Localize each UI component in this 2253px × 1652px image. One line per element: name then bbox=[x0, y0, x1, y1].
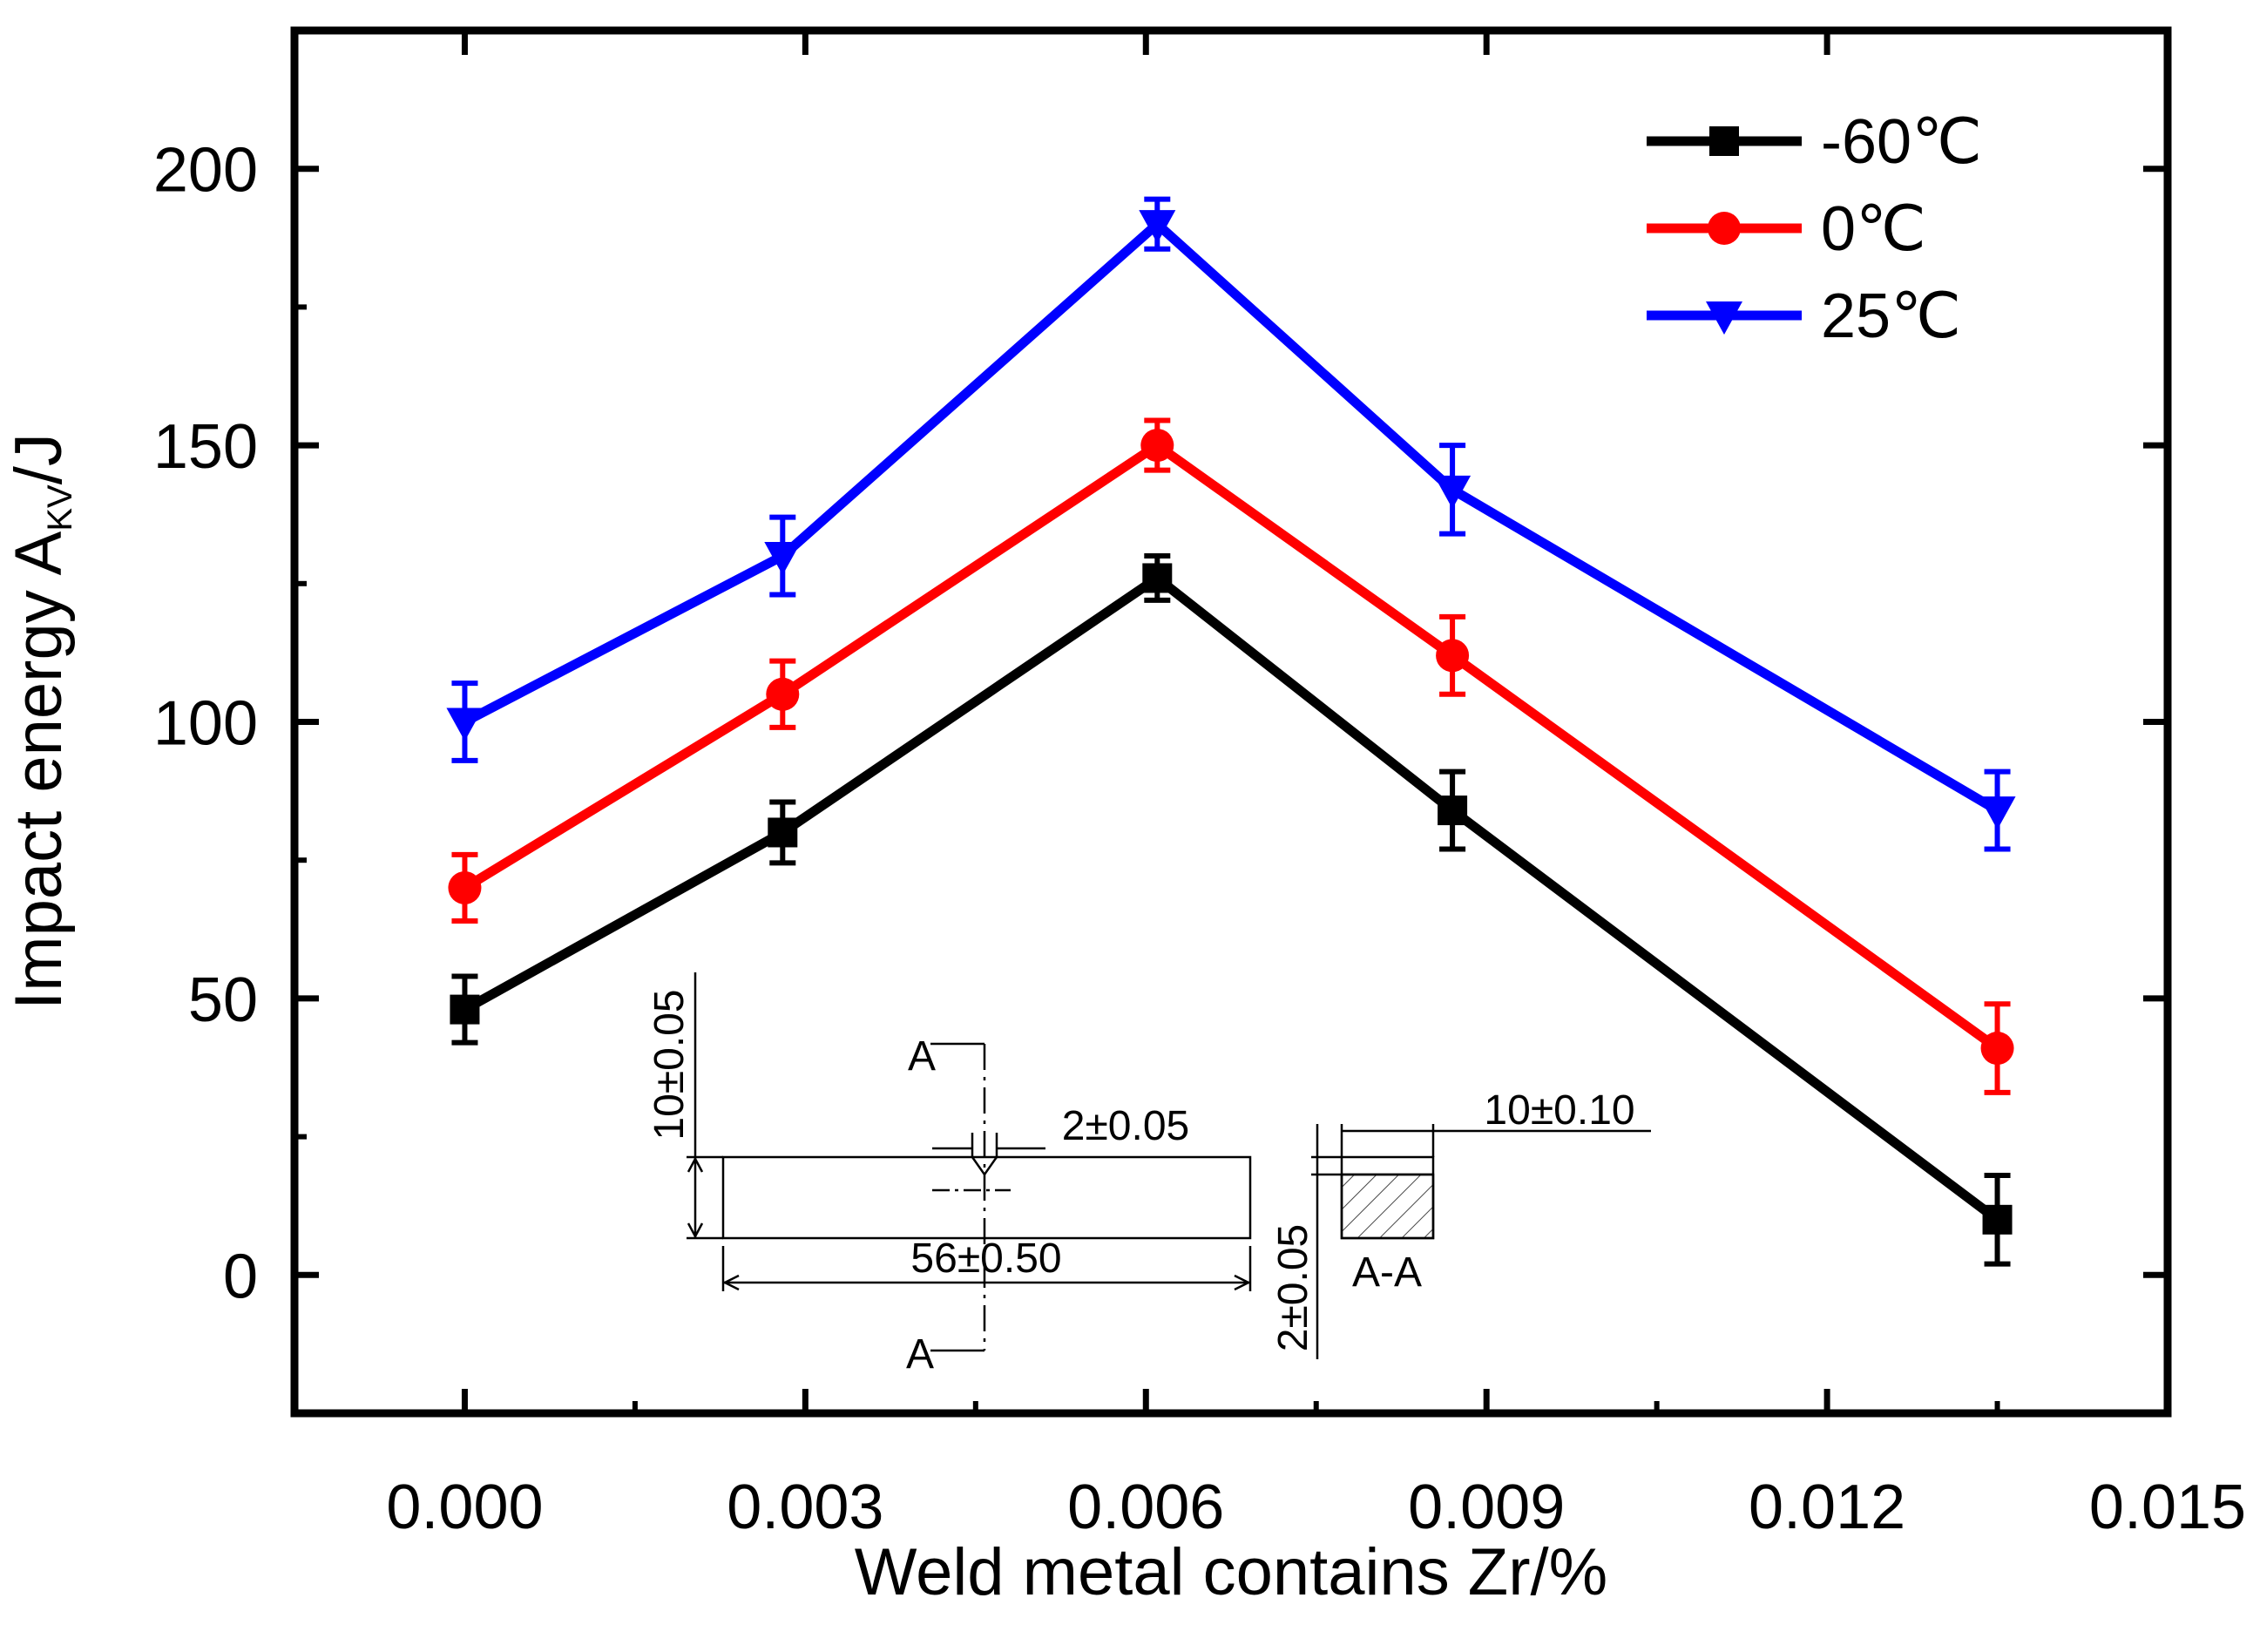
section-label: A-A bbox=[1352, 1249, 1422, 1296]
x-tick-label: 0.009 bbox=[1408, 1473, 1565, 1542]
y-tick-label: 100 bbox=[153, 689, 258, 759]
y-tick-label: 200 bbox=[153, 136, 258, 206]
x-tick-label: 0.003 bbox=[727, 1473, 883, 1542]
legend-marker bbox=[1706, 301, 1742, 335]
y-axis-title-main: Impact energy A bbox=[2, 531, 76, 1009]
y-axis-title-unit: /J bbox=[2, 433, 76, 484]
axis-ticks: 0.000 0.003 0.006 0.009 0.012 0.015 0 50 100 150 2… bbox=[153, 30, 2246, 1542]
legend-marker bbox=[1709, 126, 1739, 156]
data-point bbox=[1140, 429, 1174, 463]
specimen-inset bbox=[687, 972, 1651, 1359]
data-point bbox=[1142, 563, 1173, 593]
series-triangle-down bbox=[446, 196, 2016, 852]
data-point bbox=[1139, 210, 1176, 244]
data-point bbox=[766, 677, 800, 711]
y-axis-title: Impact energy AKV/J bbox=[2, 433, 79, 1010]
series-line bbox=[462, 439, 2000, 1053]
x-tick-label: 0.012 bbox=[1749, 1473, 1905, 1542]
length-dimension: 56±0.50 bbox=[910, 1236, 1061, 1282]
data-point bbox=[1434, 475, 1472, 509]
data-point bbox=[768, 817, 798, 848]
legend-label: 25℃ bbox=[1821, 281, 1961, 351]
legend-item: 25℃ bbox=[1647, 281, 1961, 351]
legend-item: -60℃ bbox=[1647, 107, 1982, 177]
data-point bbox=[1980, 1032, 2014, 1066]
data-point bbox=[1979, 796, 2016, 830]
data-point bbox=[446, 708, 484, 741]
legend-item: 0℃ bbox=[1647, 194, 1926, 264]
section-mark-bottom: A bbox=[906, 1331, 934, 1378]
x-tick-label: 0.015 bbox=[2089, 1473, 2246, 1542]
x-tick-label: 0.006 bbox=[1067, 1473, 1224, 1542]
x-tick-label: 0.000 bbox=[386, 1473, 543, 1542]
section-mark-top: A bbox=[908, 1033, 936, 1080]
series-square bbox=[450, 553, 2013, 1267]
specimen-bar bbox=[721, 1155, 1252, 1240]
x-axis-title: Weld metal contains Zr/% bbox=[855, 1535, 1607, 1609]
width-dimension: 10±0.10 bbox=[1484, 1087, 1634, 1134]
y-axis-title-sub: KV bbox=[41, 484, 79, 531]
specimen-inset-labels: 10±0.05 A A 2±0.05 56±0.50 10±0.10 2±0.0… bbox=[646, 989, 1635, 1378]
series-circle bbox=[448, 417, 2014, 1095]
legend-label: 0℃ bbox=[1821, 194, 1926, 264]
legend-label: -60℃ bbox=[1821, 107, 1982, 177]
y-tick-label: 150 bbox=[153, 412, 258, 482]
data-point bbox=[448, 870, 482, 904]
legend: -60℃ 0℃ 25℃ bbox=[1647, 107, 1982, 351]
depth-dimension: 2±0.05 bbox=[1270, 1224, 1316, 1351]
data-point bbox=[764, 542, 802, 576]
data-point bbox=[450, 994, 480, 1025]
height-dimension: 10±0.05 bbox=[646, 989, 693, 1140]
series-layer bbox=[446, 196, 2016, 1267]
data-point bbox=[1438, 796, 1468, 826]
y-tick-label: 0 bbox=[223, 1242, 258, 1311]
legend-marker bbox=[1708, 212, 1741, 245]
data-point bbox=[1982, 1204, 2013, 1235]
data-point bbox=[1436, 639, 1470, 673]
notch-dimension: 2±0.05 bbox=[1062, 1103, 1189, 1149]
y-tick-label: 50 bbox=[188, 965, 258, 1035]
